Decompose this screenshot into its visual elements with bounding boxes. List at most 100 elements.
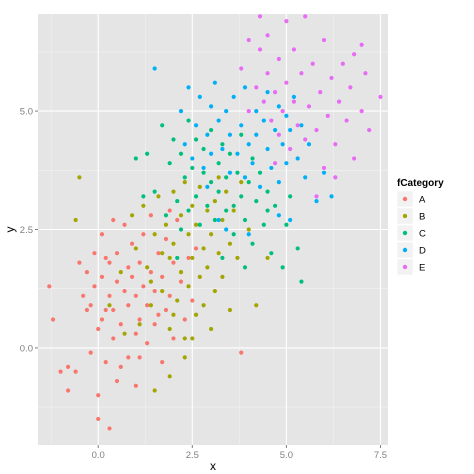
point-b xyxy=(186,232,191,237)
point-c xyxy=(175,198,180,204)
point-a xyxy=(99,317,105,322)
point-d xyxy=(284,113,289,118)
legend-label-e: E xyxy=(419,263,425,274)
point-b xyxy=(122,331,127,336)
point-b xyxy=(137,322,142,327)
point-b xyxy=(209,232,214,237)
point-b xyxy=(220,217,225,223)
point-e xyxy=(348,85,353,90)
point-b xyxy=(107,303,112,308)
point-e xyxy=(314,194,319,199)
point-d xyxy=(193,123,199,128)
point-b xyxy=(182,336,187,341)
point-d xyxy=(216,118,221,123)
point-e xyxy=(314,127,319,133)
point-b xyxy=(246,227,251,232)
point-a xyxy=(111,307,116,313)
point-c xyxy=(284,222,289,227)
point-d xyxy=(242,85,248,90)
point-c xyxy=(201,170,206,175)
point-a xyxy=(84,307,90,313)
point-b xyxy=(171,312,176,317)
point-a xyxy=(114,251,120,256)
point-a xyxy=(99,232,105,237)
point-b xyxy=(216,251,221,256)
point-b xyxy=(205,265,210,270)
y-axis: 0.0 2.5 5.0 xyxy=(20,107,38,354)
point-b xyxy=(231,208,236,213)
point-b xyxy=(193,222,199,227)
point-a xyxy=(92,251,97,256)
point-a xyxy=(118,364,123,369)
point-e xyxy=(269,118,274,123)
point-a xyxy=(160,360,165,365)
point-a xyxy=(96,393,101,398)
point-d xyxy=(321,170,327,175)
point-a xyxy=(88,350,93,355)
y-tick-label: 0.0 xyxy=(20,343,33,354)
point-e xyxy=(257,47,263,52)
point-d xyxy=(291,94,297,99)
point-c xyxy=(175,255,180,261)
point-a xyxy=(114,279,120,284)
point-b xyxy=(197,274,202,279)
point-c xyxy=(269,251,274,256)
point-a xyxy=(163,307,169,313)
point-b xyxy=(160,288,165,294)
point-c xyxy=(171,137,176,142)
legend-label-c: C xyxy=(419,229,426,240)
point-e xyxy=(336,99,342,104)
point-b xyxy=(205,208,210,213)
point-b xyxy=(171,189,176,194)
point-e xyxy=(272,90,278,95)
point-d xyxy=(209,104,214,109)
point-b xyxy=(201,303,206,308)
point-a xyxy=(137,355,142,360)
point-e xyxy=(280,108,285,114)
point-e xyxy=(276,56,281,62)
point-a xyxy=(126,265,131,270)
point-b xyxy=(171,241,176,246)
point-b xyxy=(118,270,123,275)
point-b xyxy=(182,180,187,185)
legend-swatch-a xyxy=(402,196,408,202)
point-c xyxy=(231,232,236,237)
legend-swatch-c xyxy=(402,230,408,236)
point-a xyxy=(50,317,56,322)
point-e xyxy=(321,165,327,171)
point-a xyxy=(66,364,71,369)
point-d xyxy=(224,108,229,114)
legend-label-a: A xyxy=(419,195,426,206)
point-c xyxy=(220,142,225,147)
point-d xyxy=(227,132,233,137)
point-a xyxy=(99,274,105,279)
point-b xyxy=(212,288,217,294)
point-d xyxy=(276,213,281,218)
point-e xyxy=(239,66,244,71)
point-c xyxy=(190,165,195,171)
point-a xyxy=(77,260,82,265)
point-b xyxy=(239,180,244,185)
point-d xyxy=(254,108,259,114)
point-b xyxy=(167,255,172,261)
point-c xyxy=(160,123,165,128)
point-d xyxy=(254,132,259,137)
point-a xyxy=(152,288,157,294)
point-b xyxy=(227,241,233,246)
point-d xyxy=(242,175,248,180)
point-a xyxy=(66,388,71,393)
point-e xyxy=(352,52,357,57)
point-c xyxy=(186,208,191,213)
point-c xyxy=(239,132,244,137)
point-b xyxy=(145,265,150,270)
point-a xyxy=(182,317,187,322)
point-a xyxy=(111,217,116,223)
point-d xyxy=(212,80,217,85)
point-e xyxy=(265,33,270,38)
point-b xyxy=(129,213,135,218)
point-c xyxy=(224,175,229,180)
point-a xyxy=(141,284,146,289)
point-d xyxy=(152,66,157,71)
point-b xyxy=(212,198,217,204)
point-a xyxy=(148,213,154,218)
